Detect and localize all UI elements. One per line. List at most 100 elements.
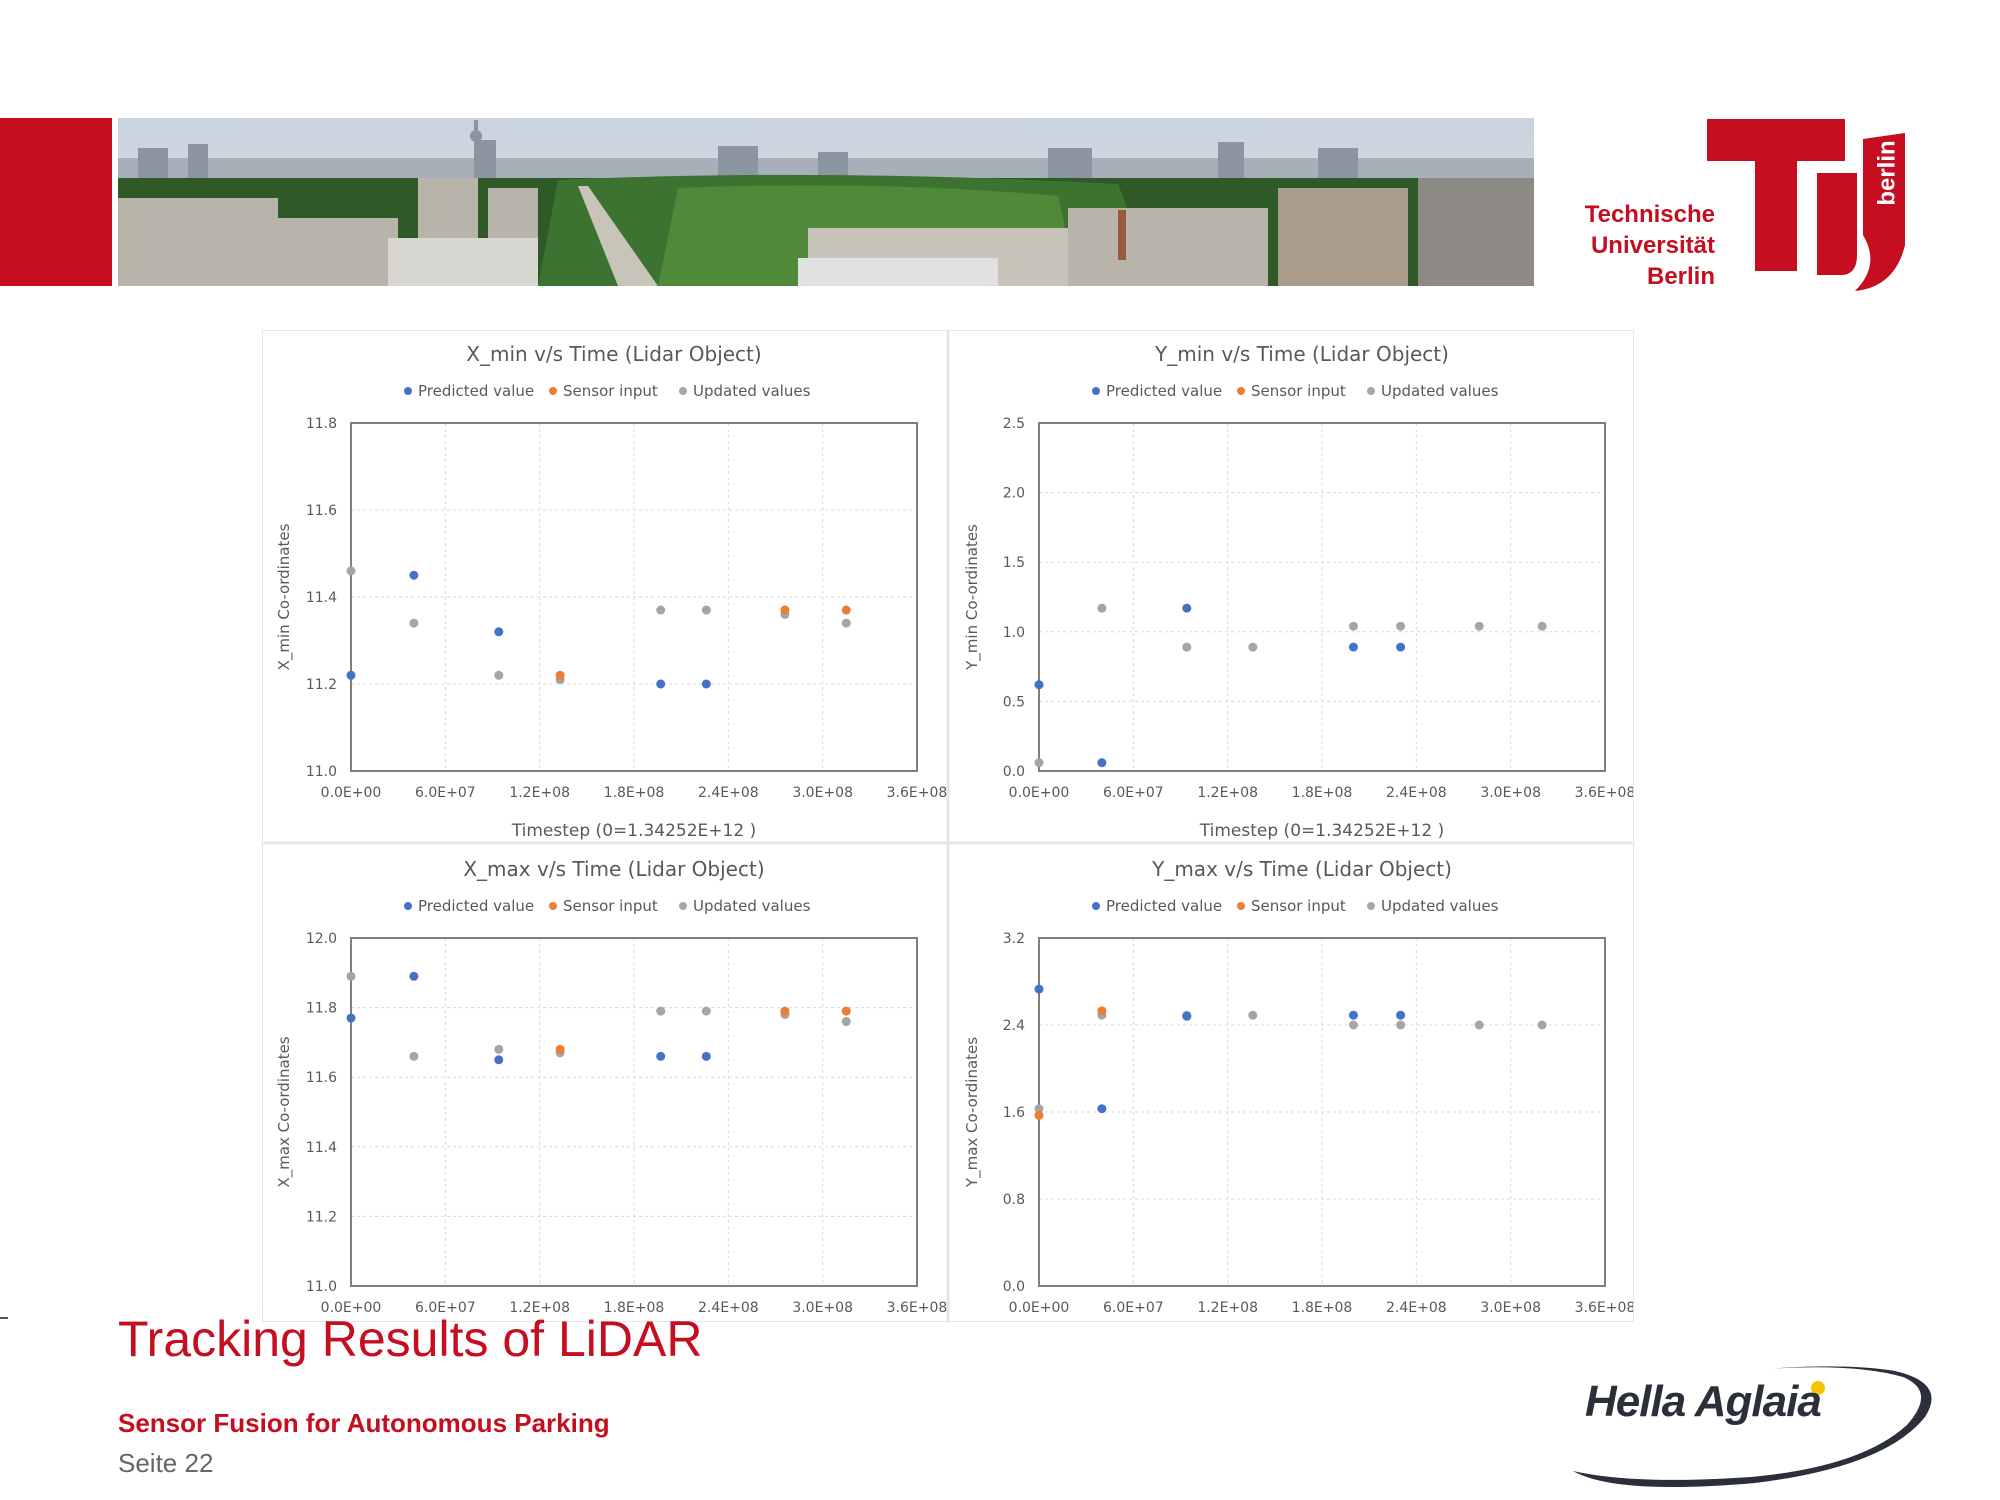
data-point — [1097, 1006, 1107, 1016]
data-point — [656, 679, 666, 689]
y-axis-label: Y_max Co-ordinates — [963, 1037, 982, 1188]
x-tick-label: 1.2E+08 — [1197, 785, 1258, 801]
chart-title: Y_max v/s Time (Lidar Object) — [1151, 857, 1452, 881]
x-axis-label: Timestep (0=1.34252E+12 ) — [511, 821, 756, 841]
data-point — [346, 670, 356, 680]
x-tick-label: 6.0E+07 — [415, 1300, 476, 1316]
x-axis-label: Timestep (0=1.34252E+12 ) — [1199, 821, 1444, 841]
data-point — [409, 1051, 419, 1061]
plot-area — [350, 937, 918, 1287]
data-point — [1537, 621, 1547, 631]
data-point — [701, 605, 711, 615]
legend-label: Sensor input — [563, 897, 658, 915]
legend-label: Predicted value — [1106, 897, 1222, 915]
data-point — [656, 1006, 666, 1016]
x-tick-label: 3.6E+08 — [1575, 785, 1633, 801]
data-point — [1034, 1110, 1044, 1120]
legend-marker — [1092, 387, 1100, 395]
data-point — [1182, 1011, 1192, 1021]
tu-berlin-logo: Technische Universität Berlin berlin — [1585, 115, 1905, 295]
chart-2: Y_min v/s Time (Lidar Object) Predicted v… — [963, 342, 1633, 841]
y-tick-label: 0.5 — [1003, 694, 1025, 710]
x-tick-label: 1.8E+08 — [604, 1300, 665, 1316]
y-tick-label: 11.2 — [306, 1209, 337, 1225]
legend-marker — [679, 902, 687, 910]
company-name: Hella Aglaia — [1585, 1377, 1822, 1426]
legend-label: Sensor input — [1251, 382, 1346, 400]
x-tick-label: 2.4E+08 — [698, 1300, 759, 1316]
slide-title: Tracking Results of LiDAR — [118, 1311, 703, 1367]
x-tick-label: 0.0E+00 — [321, 1300, 382, 1316]
y-tick-label: 11.0 — [306, 764, 337, 780]
legend-label: Updated values — [1381, 382, 1499, 400]
tu-name-line-1: Technische — [1584, 201, 1715, 228]
chart-title: X_min v/s Time (Lidar Object) — [466, 342, 761, 366]
legend-marker — [679, 387, 687, 395]
legend-marker — [549, 387, 557, 395]
data-point — [1396, 1020, 1406, 1030]
x-tick-label: 1.2E+08 — [509, 785, 570, 801]
x-tick-label: 2.4E+08 — [1386, 785, 1447, 801]
y-axis-label: Y_min Co-ordinates — [963, 524, 982, 671]
chart-title: Y_min v/s Time (Lidar Object) — [1154, 342, 1449, 366]
data-point — [780, 1006, 790, 1016]
y-tick-label: 11.4 — [306, 590, 337, 606]
data-point — [1182, 603, 1192, 613]
y-tick-label: 11.8 — [306, 1001, 337, 1017]
legend-marker — [404, 387, 412, 395]
data-point — [494, 670, 504, 680]
data-point — [841, 1017, 851, 1027]
tu-name-line-3: Berlin — [1646, 263, 1715, 290]
legend-marker — [549, 902, 557, 910]
page-number: Seite 22 — [118, 1448, 214, 1478]
swoosh-icon — [1573, 1366, 1932, 1487]
data-point — [841, 1006, 851, 1016]
y-tick-label: 0.0 — [1003, 1279, 1025, 1295]
legend-label: Predicted value — [1106, 382, 1222, 400]
chart-1: X_min v/s Time (Lidar Object) Predicted v… — [275, 342, 947, 841]
y-axis-label: X_min Co-ordinates — [275, 523, 294, 670]
data-point — [1474, 1020, 1484, 1030]
x-tick-label: 3.0E+08 — [792, 785, 853, 801]
chart-panel: X_min v/s Time (Lidar Object) Predicted v… — [262, 330, 1634, 1322]
x-tick-label: 6.0E+07 — [1103, 1300, 1164, 1316]
y-axis-label: X_max Co-ordinates — [275, 1036, 294, 1187]
x-tick-label: 0.0E+00 — [321, 785, 382, 801]
data-point — [1182, 642, 1192, 652]
tu-emblem-icon — [1707, 119, 1905, 291]
data-point — [494, 627, 504, 637]
data-point — [1097, 1104, 1107, 1114]
legend-marker — [404, 902, 412, 910]
legend-marker — [1367, 902, 1375, 910]
data-point — [494, 1044, 504, 1054]
y-tick-label: 11.6 — [306, 1070, 337, 1086]
slide-subtitle: Sensor Fusion for Autonomous Parking — [118, 1408, 610, 1438]
data-point — [1396, 1010, 1406, 1020]
x-tick-label: 2.4E+08 — [1386, 1300, 1447, 1316]
berlin-skyline-banner — [118, 118, 1534, 286]
data-point — [555, 670, 565, 680]
x-tick-label: 1.8E+08 — [1292, 785, 1353, 801]
y-tick-label: 11.8 — [306, 416, 337, 432]
y-tick-label: 11.0 — [306, 1279, 337, 1295]
legend-label: Updated values — [1381, 897, 1499, 915]
y-tick-label: 1.5 — [1003, 555, 1025, 571]
tu-badge-text: berlin — [1873, 140, 1901, 206]
divider-mark — [0, 1317, 8, 1319]
legend-marker — [1367, 387, 1375, 395]
data-point — [346, 971, 356, 981]
y-tick-label: 11.6 — [306, 503, 337, 519]
data-point — [1034, 984, 1044, 994]
x-tick-label: 6.0E+07 — [415, 785, 476, 801]
x-tick-label: 0.0E+00 — [1009, 1300, 1070, 1316]
legend-marker — [1237, 387, 1245, 395]
data-point — [1097, 603, 1107, 613]
data-point — [701, 679, 711, 689]
x-tick-label: 6.0E+07 — [1103, 785, 1164, 801]
chart-title: X_max v/s Time (Lidar Object) — [463, 857, 764, 881]
data-point — [1474, 621, 1484, 631]
data-point — [494, 1055, 504, 1065]
y-tick-label: 2.5 — [1003, 416, 1025, 432]
y-tick-label: 11.4 — [306, 1140, 337, 1156]
x-tick-label: 1.2E+08 — [1197, 1300, 1258, 1316]
